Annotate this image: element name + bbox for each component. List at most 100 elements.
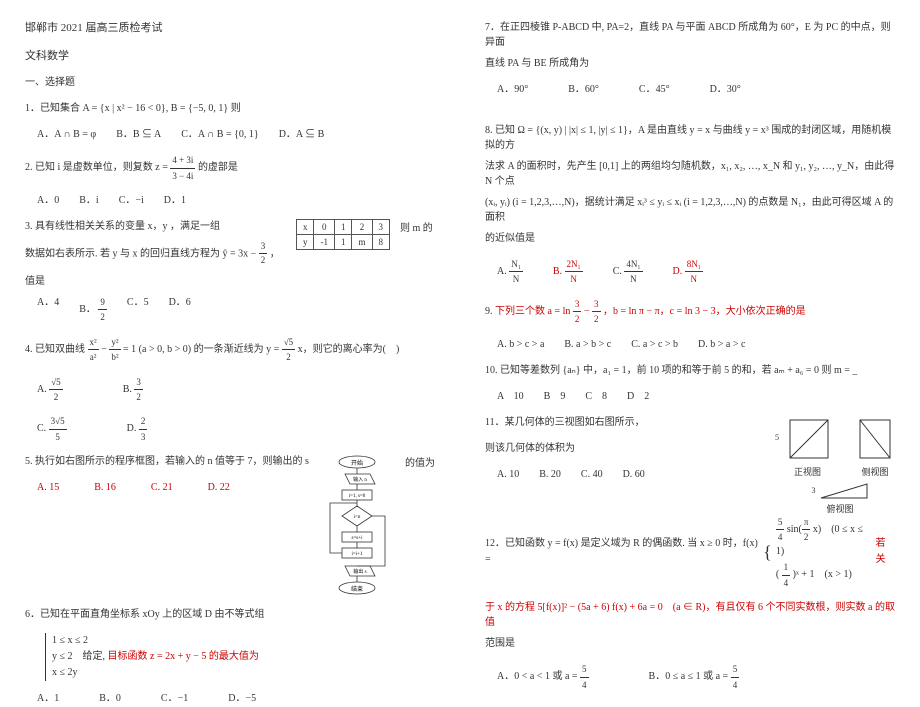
cell: y	[296, 234, 314, 249]
q11-optA: A. 10	[497, 467, 519, 483]
q4-f3n: √5	[282, 335, 295, 350]
q3-options: A．4 B． 92 C．5 D．6	[37, 295, 435, 325]
q5-flowchart: 开始 输入 n i=1, s=0 i<n s=s+i i=i+1 输出	[320, 454, 395, 607]
front-label: 正视图	[785, 465, 830, 478]
q1-options: A．A ∩ B = φ B．B ⊆ A C．A ∩ B = {0, 1} D．A…	[37, 127, 435, 143]
q8-optB-den: N	[565, 272, 583, 286]
q5-optA: A. 15	[37, 480, 59, 496]
doc-title: 邯郸市 2021 届高三质检考试	[25, 20, 435, 38]
q5-options: A. 15 B. 16 C. 21 D. 22	[37, 480, 310, 496]
q4-b: −	[101, 344, 109, 355]
q4-d: x，则它的离心率为( )	[298, 344, 400, 355]
q1-optC: C．A ∩ B = {0, 1}	[181, 127, 258, 143]
q9-a: 9.	[485, 306, 495, 317]
section-heading: 一、选择题	[25, 75, 435, 91]
cell: 0	[314, 219, 335, 234]
q7-optD: D．30°	[710, 82, 741, 98]
q11-stem2: 则该几何体的体积为	[485, 441, 775, 457]
cell: 8	[372, 234, 390, 249]
cell: 1	[334, 234, 352, 249]
q6-optA: A．1	[37, 691, 59, 707]
front-view: 5 正视图	[785, 415, 830, 478]
q1-optB: B．B ⊆ A	[116, 127, 161, 143]
q4-a: 4. 已知双曲线	[25, 344, 88, 355]
q12-cases: 54 sin(π2 x) (0 ≤ x ≤ 1) ( 14 )ˣ + 1 (x …	[776, 515, 872, 591]
q12-optA-a: A．0 < a < 1 或 a =	[497, 671, 580, 682]
q4-optC-den: 5	[49, 430, 67, 444]
q9-d: ，b = ln π − π，c = ln 3 − 3，大小依次正确的是	[603, 306, 806, 317]
q11-stem1: 11．某几何体的三视图如右图所示，	[485, 415, 775, 431]
q6-cond2b: 目标函数 z = 2x + y − 5 的最大值为	[108, 651, 259, 662]
q5-optC: C. 21	[151, 480, 173, 496]
q12-optB-a: B．0 ≤ a ≤ 1 或 a =	[649, 671, 731, 682]
q8-optC-pre: C.	[613, 266, 625, 277]
q10-optC: C 8	[585, 389, 607, 405]
q3-line2-after: ，	[270, 248, 280, 259]
q7-optB: B．60°	[568, 82, 599, 98]
q12-stem1: 12．已知函数 y = f(x) 是定义域为 R 的偶函数. 当 x ≥ 0 时…	[485, 515, 895, 591]
q12-optA-den: 4	[580, 678, 589, 692]
q6-optD: D．−5	[228, 691, 256, 707]
q9-optD: D. b > a > c	[698, 337, 745, 353]
dim3: 3	[812, 486, 816, 495]
flow-start: 开始	[351, 459, 363, 467]
q3-optD: D．6	[169, 295, 191, 325]
q3-optA: A．4	[37, 295, 59, 325]
q4-c: = 1 (a > 0, b > 0) 的一条渐近线为 y =	[123, 344, 282, 355]
q8-interval: [0,1]	[599, 161, 618, 172]
q4-optB-pre: B.	[123, 384, 135, 395]
q4-optA-den: 2	[49, 390, 62, 404]
q8-optB: B. 2N₁N	[553, 257, 583, 287]
q4-optC: C. 3√55	[37, 414, 67, 444]
brace-icon: {	[763, 538, 772, 567]
cell: 1	[334, 219, 352, 234]
q12-stem3: 范围是	[485, 636, 895, 652]
q5-optD: D. 22	[208, 480, 230, 496]
q10-optD: D 2	[627, 389, 649, 405]
q9-c: −	[584, 306, 592, 317]
q3-suffix: 则 m 的	[400, 219, 435, 234]
q6-options: A．1 B．0 C．−1 D．−5	[37, 691, 435, 707]
q9-f1d: 2	[573, 312, 582, 326]
q12-c1b: 4	[776, 530, 785, 544]
q12-optB-num: 5	[731, 662, 740, 677]
q9-red: 下列三个数 a = ln 32 − 32 ，b = ln π − π，c = l…	[495, 306, 806, 317]
q8-optB-pre: B.	[553, 266, 565, 277]
q4-optA: A. √52	[37, 375, 63, 405]
q2-frac-den: 3 − 4i	[170, 169, 195, 183]
q8-optA: A. N₁N	[497, 257, 523, 287]
flow-body: s=s+i	[352, 536, 364, 541]
q4-options-row2: C. 3√55 D. 23	[37, 414, 435, 444]
q12-stem1a: 12．已知函数 y = f(x) 是定义域为 R 的偶函数. 当 x ≥ 0 时…	[485, 536, 759, 568]
q2-stem: 2. 已知 i 是虚数单位，则复数 z = 4 + 3i 3 − 4i 的虚部是	[25, 153, 435, 183]
q5-stem: 5. 执行如右图所示的程序框图，若输入的 n 值等于 7，则输出的 s	[25, 454, 310, 470]
q3-line2-before: 数据如右表所示. 若 y 与 x 的回归直线方程为 ŷ = 3x −	[25, 248, 259, 259]
q12-stem2-pre: 若关	[875, 536, 895, 568]
q8-optD-pre: D.	[673, 266, 685, 277]
q1-stem: 1．已知集合 A = {x | x² − 16 < 0}, B = {−5, 0…	[25, 101, 435, 117]
q12-c2b: 4	[782, 576, 791, 590]
q8-optB-num: 2N₁	[565, 257, 583, 272]
q3-row: 3. 具有线性相关关系的变量 x，y ，满足一组 数据如右表所示. 若 y 与 …	[25, 219, 435, 295]
q11-options: A. 10 B. 20 C. 40 D. 60	[497, 467, 775, 483]
q5-stem-text: 5. 执行如右图所示的程序框图，若输入的 n 值等于 7，则输出的 s	[25, 456, 309, 467]
q4-f1d: a²	[88, 350, 99, 364]
flow-init: i=1, s=0	[349, 494, 366, 499]
q7-stem1: 7．在正四棱锥 P-ABCD 中, PA=2，直线 PA 与平面 ABCD 所成…	[485, 20, 895, 50]
q10-options: A 10 B 9 C 8 D 2	[497, 389, 895, 405]
q9-f2n: 3	[592, 297, 601, 312]
q12-c2c: )ˣ + 1 (x > 1)	[793, 570, 852, 581]
q9-optA: A. b > c > a	[497, 337, 544, 353]
cell: 3	[372, 219, 390, 234]
q3-table: x 0 1 2 3 y -1 1 m 8	[296, 219, 390, 250]
cell: -1	[314, 234, 335, 249]
q3-frac: 3 2	[259, 240, 268, 268]
q8-optD-num: 8N₁	[685, 257, 703, 272]
q9-optC: C. a > c > b	[631, 337, 678, 353]
q3-optB-pre: B．	[79, 304, 96, 315]
q9-f2d: 2	[592, 312, 601, 326]
q3-optB-num: 9	[98, 295, 107, 310]
dim5: 5	[775, 433, 779, 442]
flow-inc: i=i+1	[352, 552, 363, 557]
q8-optA-den: N	[509, 272, 523, 286]
